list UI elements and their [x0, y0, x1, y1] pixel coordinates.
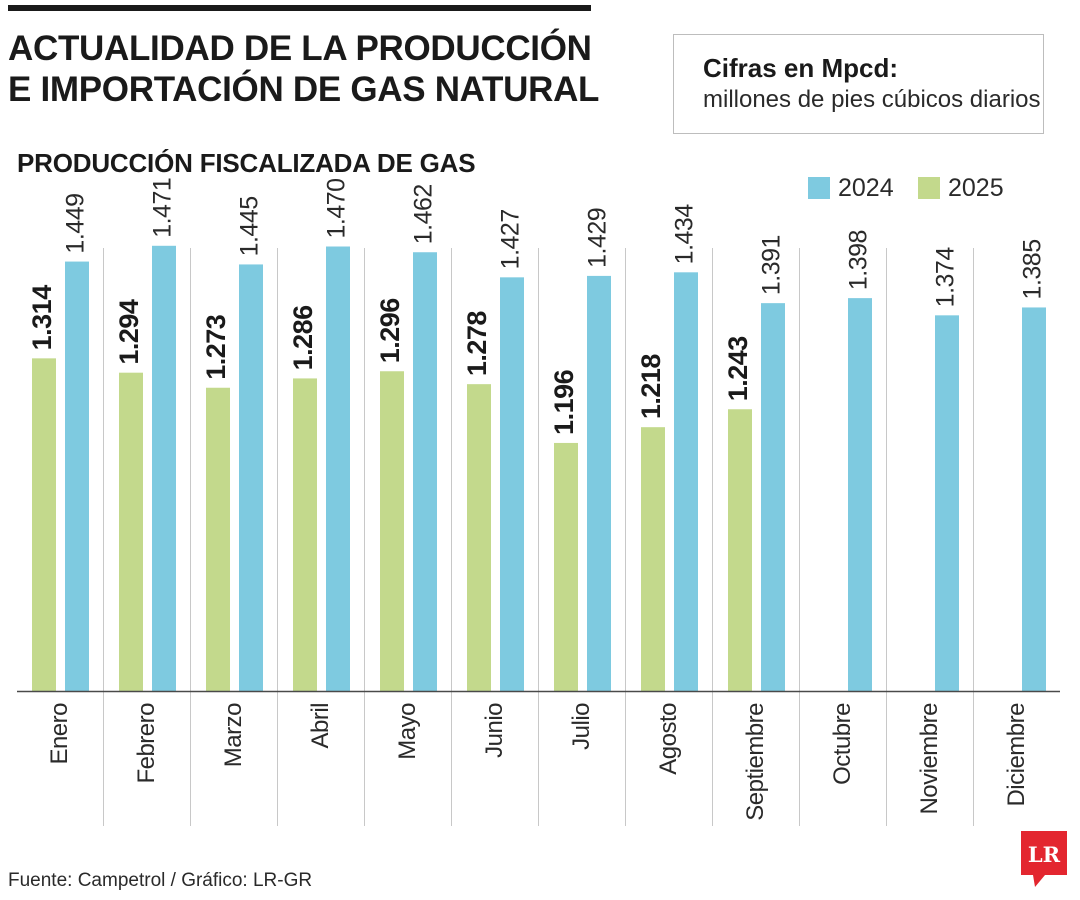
data-label-2024-noviembre: 1.374 — [932, 247, 960, 308]
x-tick-label-julio: Julio — [568, 703, 595, 750]
source-note: Fuente: Campetrol / Gráfico: LR-GR — [8, 870, 313, 891]
legend-swatch-2025 — [918, 177, 940, 199]
data-label-2024-marzo: 1.445 — [236, 196, 264, 256]
bar-2024-junio — [500, 277, 524, 691]
legend-swatch-2024 — [808, 177, 830, 199]
bar-2024-mayo — [413, 252, 437, 691]
data-label-2024-enero: 1.449 — [62, 194, 90, 254]
data-label-2024-septiembre: 1.391 — [758, 235, 786, 295]
bar-2024-abril — [326, 246, 350, 691]
bar-2025-marzo — [206, 387, 230, 691]
data-label-2025-mayo: 1.296 — [375, 298, 405, 364]
legend-item-2024: 2024 — [808, 170, 894, 206]
data-label-2025-abril: 1.286 — [288, 305, 318, 371]
x-tick-label-septiembre: Septiembre — [742, 703, 769, 821]
bar-2024-marzo — [239, 264, 263, 691]
bar-2025-julio — [554, 442, 578, 691]
bar-2025-enero — [32, 358, 56, 691]
bar-2025-septiembre — [728, 409, 752, 691]
bar-2024-febrero — [152, 245, 176, 691]
bar-2024-agosto — [674, 272, 698, 691]
bar-2024-enero — [65, 261, 89, 691]
bar-2024-julio — [587, 275, 611, 691]
data-label-2025-julio: 1.196 — [549, 369, 579, 435]
data-label-2025-enero: 1.314 — [27, 285, 57, 351]
data-label-2025-marzo: 1.273 — [201, 314, 231, 380]
units-note: Cifras en Mpcd: millones de pies cúbicos… — [673, 34, 1044, 134]
data-label-2024-julio: 1.429 — [584, 208, 612, 268]
legend-item-2025: 2025 — [918, 170, 1004, 206]
x-tick-label-agosto: Agosto — [655, 703, 682, 775]
bar-2024-octubre — [848, 298, 872, 691]
data-label-2024-junio: 1.427 — [497, 209, 525, 269]
bar-2025-abril — [293, 378, 317, 691]
data-label-2024-agosto: 1.434 — [671, 204, 699, 265]
page-title-line-1: ACTUALIDAD DE LA PRODUCCIÓN — [8, 29, 592, 68]
x-tick-label-febrero: Febrero — [133, 703, 160, 784]
data-label-2025-junio: 1.278 — [462, 311, 492, 377]
x-tick-label-marzo: Marzo — [220, 703, 247, 767]
x-tick-label-enero: Enero — [46, 703, 73, 765]
legend-label-2025: 2025 — [948, 173, 1004, 202]
data-label-2024-octubre: 1.398 — [845, 230, 873, 290]
svg-text:LR: LR — [1028, 842, 1061, 867]
data-label-2024-mayo: 1.462 — [410, 184, 438, 244]
bar-2025-junio — [467, 384, 491, 691]
x-tick-label-abril: Abril — [307, 703, 334, 749]
bar-2025-mayo — [380, 371, 404, 691]
units-note-heading: Cifras en Mpcd: — [703, 53, 899, 83]
page-title: ACTUALIDAD DE LA PRODUCCIÓN E IMPORTACIÓ… — [8, 28, 628, 110]
x-tick-label-mayo: Mayo — [394, 703, 421, 760]
bar-2025-agosto — [641, 427, 665, 691]
bar-2024-noviembre — [935, 315, 959, 691]
bar-2024-septiembre — [761, 303, 785, 691]
data-label-2024-febrero: 1.471 — [149, 178, 177, 238]
x-tick-label-noviembre: Noviembre — [916, 703, 943, 815]
data-label-2025-febrero: 1.294 — [114, 299, 144, 365]
units-note-text: millones de pies cúbicos diarios — [703, 86, 1041, 113]
data-label-2024-abril: 1.470 — [323, 178, 351, 238]
bar-2024-diciembre — [1022, 307, 1046, 691]
x-tick-label-diciembre: Diciembre — [1003, 703, 1030, 807]
x-tick-label-junio: Junio — [481, 703, 508, 758]
data-label-2024-diciembre: 1.385 — [1019, 239, 1047, 299]
data-label-2025-agosto: 1.218 — [636, 354, 666, 420]
lr-logo: LR — [1021, 831, 1067, 887]
data-label-2025-septiembre: 1.243 — [723, 336, 753, 402]
bar-2025-febrero — [119, 372, 143, 691]
chart-title: PRODUCCIÓN FISCALIZADA DE GAS — [17, 148, 476, 178]
page-title-line-2: E IMPORTACIÓN DE GAS NATURAL — [8, 70, 600, 109]
legend-label-2024: 2024 — [838, 173, 894, 202]
x-tick-label-octubre: Octubre — [829, 703, 856, 785]
top-rule — [8, 5, 591, 11]
